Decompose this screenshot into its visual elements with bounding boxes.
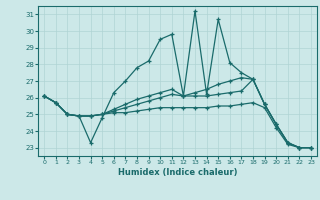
X-axis label: Humidex (Indice chaleur): Humidex (Indice chaleur) bbox=[118, 168, 237, 177]
